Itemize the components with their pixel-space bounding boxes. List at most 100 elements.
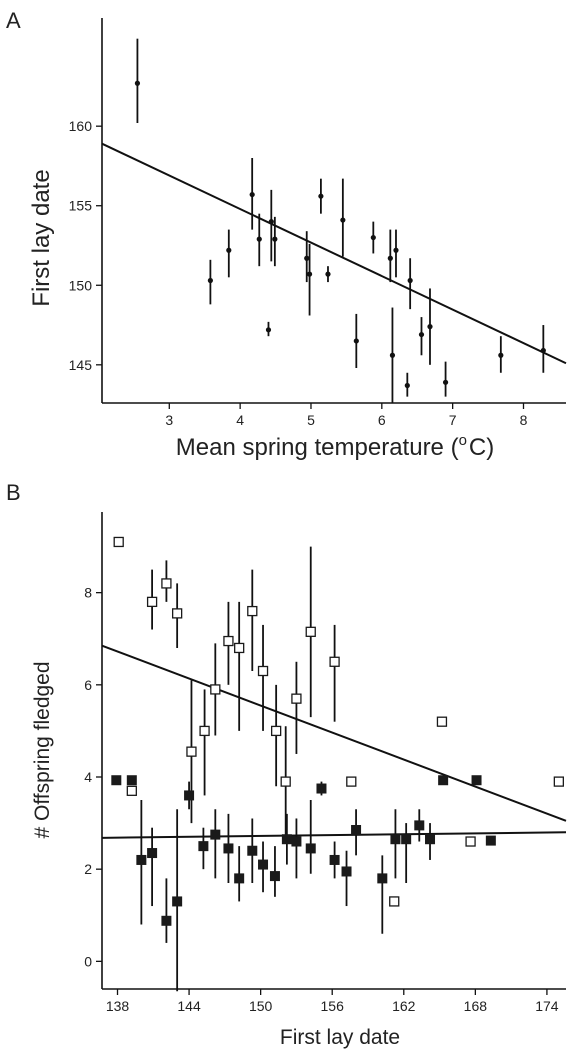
panel-a-point	[340, 217, 346, 223]
panel-b-open-square-point	[171, 608, 183, 619]
panel-a-x-tick-label: 4	[236, 412, 244, 428]
panel-b: B 138 144 150 156 162 168 174 0 2 4 6 8 First lay d…	[6, 480, 567, 1049]
panel-b-open-square-point	[257, 665, 269, 677]
panel-a-point	[256, 236, 262, 242]
panel-b-fit-lines	[101, 644, 567, 839]
panel-a-point	[207, 277, 213, 284]
panel-b-open-square-point	[329, 656, 340, 667]
panel-b-filled-square-point	[147, 848, 158, 859]
panel-a-point	[325, 271, 331, 277]
panel-b-x-tick-label: 150	[249, 998, 273, 1014]
panel-a-x-tick-label: 8	[520, 412, 528, 428]
panel-b-filled-square-point	[351, 825, 362, 835]
panel-a-point	[353, 338, 359, 344]
panel-a-point	[407, 277, 413, 284]
panel-a-y-tick-label: 150	[69, 277, 93, 293]
panel-b-filled-square-point	[172, 896, 183, 907]
panel-a-x-tick-label: 6	[378, 412, 386, 428]
panel-a-y-tick-label: 155	[69, 198, 93, 214]
panel-a-x-axis-label: Mean spring temperature (oC)	[176, 432, 494, 461]
panel-b-filled-square-point	[136, 854, 147, 865]
panel-b-open-square-point	[346, 776, 357, 787]
panel-b-x-tick-label: 156	[321, 998, 345, 1014]
panel-a-y-axis-label: First lay date	[28, 169, 55, 306]
panel-a-point	[370, 234, 376, 241]
panel-b-open-square-point	[146, 596, 158, 608]
panel-a-point	[387, 255, 393, 261]
panel-b-open-square-point	[553, 776, 564, 787]
panel-b-y-tick-label: 8	[84, 585, 92, 601]
panel-b-filled-square-point	[223, 843, 234, 854]
panel-b-open-square-point	[199, 725, 210, 737]
panel-b-filled-square-point	[210, 829, 221, 840]
panel-b-filled-square-point	[377, 873, 388, 884]
panel-b-x-tick-label: 168	[464, 998, 488, 1014]
panel-b-open-square-point	[223, 635, 234, 647]
panel-b-y-tick-label: 0	[84, 953, 92, 969]
panel-b-filled-square-point	[341, 866, 352, 877]
panel-b-filled-square-point	[390, 834, 401, 845]
panel-b-data-points	[111, 536, 564, 992]
panel-a-point	[272, 236, 278, 242]
panel-b-open-square-point	[234, 642, 245, 654]
panel-a-y-tick-label: 160	[69, 118, 93, 134]
panel-b-open-square-point	[210, 684, 221, 695]
panel-b-filled-square-point	[269, 871, 280, 882]
panel-b-open-square-regression-line	[101, 644, 567, 822]
panel-b-ticks: 138 144 150 156 162 168 174 0 2 4 6 8	[84, 585, 559, 1014]
panel-a-regression-line	[101, 142, 567, 365]
panel-b-filled-square-point	[471, 775, 482, 786]
panel-a-ticks: 3 4 5 6 7 8 145 150 155 160	[69, 118, 528, 428]
panel-b-x-tick-label: 144	[177, 998, 201, 1014]
panel-a-point	[226, 247, 232, 253]
panel-a-point	[268, 219, 274, 225]
panel-b-filled-square-regression-line	[101, 831, 567, 839]
panel-b-open-square-point	[291, 693, 302, 704]
panel-a-point	[442, 379, 449, 385]
panel-b-filled-square-point	[161, 915, 172, 926]
panel-a-point	[318, 193, 324, 199]
panel-b-open-square-point	[270, 725, 282, 737]
panel-a-point	[498, 352, 504, 358]
panel-b-filled-square-point	[438, 775, 449, 786]
panel-b-x-tick-label: 138	[106, 998, 130, 1014]
panel-a-point	[427, 324, 433, 330]
panel-b-filled-square-point	[258, 859, 269, 870]
panel-a-x-tick-label: 3	[165, 412, 173, 428]
panel-b-filled-square-point	[234, 873, 245, 884]
panel-a-fit-line	[101, 142, 567, 365]
panel-b-x-tick-label: 174	[535, 998, 559, 1014]
panel-b-filled-square-point	[126, 775, 137, 786]
panel-b-filled-square-point	[425, 834, 436, 845]
panel-a-point	[249, 191, 255, 198]
panel-b-filled-square-point	[485, 835, 496, 846]
panel-b-y-tick-label: 2	[84, 861, 92, 877]
panel-a-point	[265, 327, 272, 333]
panel-b-filled-square-point	[305, 843, 316, 854]
panel-a-point	[134, 80, 141, 86]
panel-b-filled-square-point	[401, 834, 412, 845]
panel-b-open-square-point	[436, 716, 448, 727]
panel-a-point	[393, 247, 399, 253]
panel-a-point	[404, 382, 410, 389]
panel-b-open-square-point	[113, 536, 124, 548]
panel-b-filled-square-point	[198, 841, 209, 852]
panel-a: A 3 4 5 6 7 8 145 150 155 160 Mean spring tempera…	[6, 8, 567, 461]
panel-b-filled-square-point	[329, 854, 340, 865]
panel-b-filled-square-point	[316, 783, 327, 794]
panel-a-point	[540, 347, 546, 354]
panel-b-open-square-point	[280, 776, 291, 787]
panel-b-letter: B	[6, 480, 21, 505]
panel-b-open-square-point	[247, 605, 258, 617]
panel-b-filled-square-point	[291, 836, 302, 847]
panel-a-y-tick-label: 145	[69, 357, 93, 373]
panel-b-open-square-point	[126, 785, 137, 796]
panel-b-y-axis-label: # Offspring fledged	[31, 661, 54, 838]
panel-b-y-tick-label: 6	[84, 677, 92, 693]
panel-b-filled-square-point	[247, 845, 258, 856]
panel-b-open-square-point	[389, 896, 400, 907]
panel-a-x-tick-label: 5	[307, 412, 315, 428]
panel-b-y-tick-label: 4	[84, 769, 92, 785]
panel-b-filled-square-point	[184, 790, 195, 801]
